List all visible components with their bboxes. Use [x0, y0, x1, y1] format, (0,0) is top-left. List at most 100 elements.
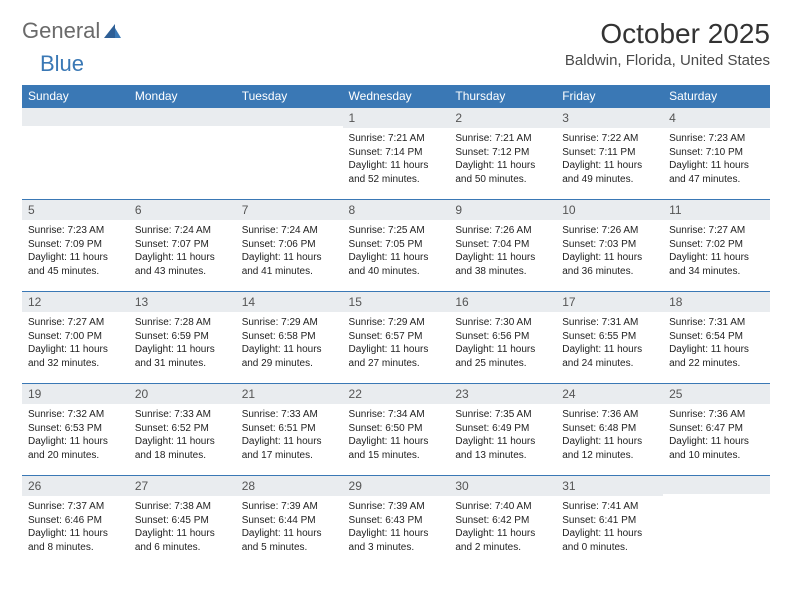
day-detail-line: Daylight: 11 hours and 0 minutes.: [562, 527, 657, 554]
day-detail-line: Daylight: 11 hours and 2 minutes.: [455, 527, 550, 554]
calendar-cell: 30Sunrise: 7:40 AMSunset: 6:42 PMDayligh…: [449, 476, 556, 568]
day-details: Sunrise: 7:22 AMSunset: 7:11 PMDaylight:…: [556, 128, 663, 190]
day-detail-line: Sunset: 7:06 PM: [242, 238, 337, 252]
day-detail-line: Sunrise: 7:31 AM: [562, 316, 657, 330]
day-details: Sunrise: 7:39 AMSunset: 6:43 PMDaylight:…: [343, 496, 450, 558]
day-detail-line: Daylight: 11 hours and 3 minutes.: [349, 527, 444, 554]
calendar-cell: 5Sunrise: 7:23 AMSunset: 7:09 PMDaylight…: [22, 200, 129, 292]
calendar-cell: 14Sunrise: 7:29 AMSunset: 6:58 PMDayligh…: [236, 292, 343, 384]
day-detail-line: Sunrise: 7:29 AM: [242, 316, 337, 330]
day-number: 10: [556, 200, 663, 220]
day-number: 12: [22, 292, 129, 312]
day-detail-line: Sunset: 6:59 PM: [135, 330, 230, 344]
day-details: Sunrise: 7:32 AMSunset: 6:53 PMDaylight:…: [22, 404, 129, 466]
day-detail-line: Daylight: 11 hours and 50 minutes.: [455, 159, 550, 186]
day-detail-line: Daylight: 11 hours and 38 minutes.: [455, 251, 550, 278]
day-detail-line: Daylight: 11 hours and 20 minutes.: [28, 435, 123, 462]
calendar-cell: 31Sunrise: 7:41 AMSunset: 6:41 PMDayligh…: [556, 476, 663, 568]
day-detail-line: Sunrise: 7:41 AM: [562, 500, 657, 514]
day-detail-line: Sunset: 7:00 PM: [28, 330, 123, 344]
day-detail-line: Sunset: 6:47 PM: [669, 422, 764, 436]
day-detail-line: Sunset: 6:55 PM: [562, 330, 657, 344]
weekday-row: SundayMondayTuesdayWednesdayThursdayFrid…: [22, 85, 770, 108]
day-detail-line: Sunset: 6:53 PM: [28, 422, 123, 436]
day-detail-line: Sunrise: 7:30 AM: [455, 316, 550, 330]
calendar-cell: 1Sunrise: 7:21 AMSunset: 7:14 PMDaylight…: [343, 108, 450, 200]
day-detail-line: Sunrise: 7:34 AM: [349, 408, 444, 422]
logo: General: [22, 18, 124, 44]
calendar-week-row: 5Sunrise: 7:23 AMSunset: 7:09 PMDaylight…: [22, 200, 770, 292]
day-number: 18: [663, 292, 770, 312]
day-detail-line: Sunrise: 7:25 AM: [349, 224, 444, 238]
day-details: Sunrise: 7:41 AMSunset: 6:41 PMDaylight:…: [556, 496, 663, 558]
calendar-cell: [22, 108, 129, 200]
calendar-week-row: 26Sunrise: 7:37 AMSunset: 6:46 PMDayligh…: [22, 476, 770, 568]
day-detail-line: Sunset: 7:09 PM: [28, 238, 123, 252]
day-number: 11: [663, 200, 770, 220]
day-detail-line: Sunrise: 7:31 AM: [669, 316, 764, 330]
day-number: 14: [236, 292, 343, 312]
calendar-cell: 16Sunrise: 7:30 AMSunset: 6:56 PMDayligh…: [449, 292, 556, 384]
day-number: 31: [556, 476, 663, 496]
calendar-cell: 29Sunrise: 7:39 AMSunset: 6:43 PMDayligh…: [343, 476, 450, 568]
weekday-header: Saturday: [663, 85, 770, 108]
day-detail-line: Sunset: 7:12 PM: [455, 146, 550, 160]
day-number: [22, 108, 129, 126]
day-detail-line: Sunset: 6:51 PM: [242, 422, 337, 436]
day-number: [129, 108, 236, 126]
day-number: 5: [22, 200, 129, 220]
calendar-cell: 24Sunrise: 7:36 AMSunset: 6:48 PMDayligh…: [556, 384, 663, 476]
calendar-week-row: 1Sunrise: 7:21 AMSunset: 7:14 PMDaylight…: [22, 108, 770, 200]
day-number: 15: [343, 292, 450, 312]
calendar-cell: 12Sunrise: 7:27 AMSunset: 7:00 PMDayligh…: [22, 292, 129, 384]
day-number: 20: [129, 384, 236, 404]
day-detail-line: Sunrise: 7:28 AM: [135, 316, 230, 330]
day-detail-line: Daylight: 11 hours and 10 minutes.: [669, 435, 764, 462]
calendar-cell: 18Sunrise: 7:31 AMSunset: 6:54 PMDayligh…: [663, 292, 770, 384]
day-detail-line: Sunrise: 7:39 AM: [349, 500, 444, 514]
calendar-cell: 10Sunrise: 7:26 AMSunset: 7:03 PMDayligh…: [556, 200, 663, 292]
day-detail-line: Daylight: 11 hours and 25 minutes.: [455, 343, 550, 370]
day-detail-line: Daylight: 11 hours and 13 minutes.: [455, 435, 550, 462]
day-details: Sunrise: 7:24 AMSunset: 7:07 PMDaylight:…: [129, 220, 236, 282]
day-detail-line: Sunrise: 7:24 AM: [242, 224, 337, 238]
day-detail-line: Sunset: 7:02 PM: [669, 238, 764, 252]
weekday-header: Tuesday: [236, 85, 343, 108]
day-details: Sunrise: 7:35 AMSunset: 6:49 PMDaylight:…: [449, 404, 556, 466]
calendar-week-row: 19Sunrise: 7:32 AMSunset: 6:53 PMDayligh…: [22, 384, 770, 476]
day-detail-line: Daylight: 11 hours and 34 minutes.: [669, 251, 764, 278]
day-detail-line: Daylight: 11 hours and 52 minutes.: [349, 159, 444, 186]
day-details: Sunrise: 7:33 AMSunset: 6:52 PMDaylight:…: [129, 404, 236, 466]
day-detail-line: Sunset: 6:44 PM: [242, 514, 337, 528]
day-details: Sunrise: 7:30 AMSunset: 6:56 PMDaylight:…: [449, 312, 556, 374]
day-number: 29: [343, 476, 450, 496]
day-details: Sunrise: 7:25 AMSunset: 7:05 PMDaylight:…: [343, 220, 450, 282]
day-number: 3: [556, 108, 663, 128]
day-detail-line: Daylight: 11 hours and 17 minutes.: [242, 435, 337, 462]
day-detail-line: Daylight: 11 hours and 6 minutes.: [135, 527, 230, 554]
day-detail-line: Sunrise: 7:39 AM: [242, 500, 337, 514]
day-details: Sunrise: 7:38 AMSunset: 6:45 PMDaylight:…: [129, 496, 236, 558]
day-detail-line: Sunset: 6:54 PM: [669, 330, 764, 344]
day-number: 21: [236, 384, 343, 404]
calendar-cell: 26Sunrise: 7:37 AMSunset: 6:46 PMDayligh…: [22, 476, 129, 568]
calendar-cell: 27Sunrise: 7:38 AMSunset: 6:45 PMDayligh…: [129, 476, 236, 568]
day-detail-line: Sunset: 6:58 PM: [242, 330, 337, 344]
weekday-header: Monday: [129, 85, 236, 108]
day-detail-line: Sunrise: 7:26 AM: [455, 224, 550, 238]
day-number: 4: [663, 108, 770, 128]
calendar-cell: 8Sunrise: 7:25 AMSunset: 7:05 PMDaylight…: [343, 200, 450, 292]
calendar-cell: [663, 476, 770, 568]
day-details: Sunrise: 7:26 AMSunset: 7:04 PMDaylight:…: [449, 220, 556, 282]
day-detail-line: Daylight: 11 hours and 12 minutes.: [562, 435, 657, 462]
day-detail-line: Daylight: 11 hours and 24 minutes.: [562, 343, 657, 370]
title-block: October 2025 Baldwin, Florida, United St…: [565, 18, 770, 69]
calendar-cell: 3Sunrise: 7:22 AMSunset: 7:11 PMDaylight…: [556, 108, 663, 200]
day-number: 1: [343, 108, 450, 128]
day-detail-line: Sunrise: 7:29 AM: [349, 316, 444, 330]
day-detail-line: Sunrise: 7:22 AM: [562, 132, 657, 146]
logo-sail-icon: [102, 22, 122, 40]
day-detail-line: Sunrise: 7:26 AM: [562, 224, 657, 238]
weekday-header: Sunday: [22, 85, 129, 108]
day-detail-line: Sunset: 7:03 PM: [562, 238, 657, 252]
